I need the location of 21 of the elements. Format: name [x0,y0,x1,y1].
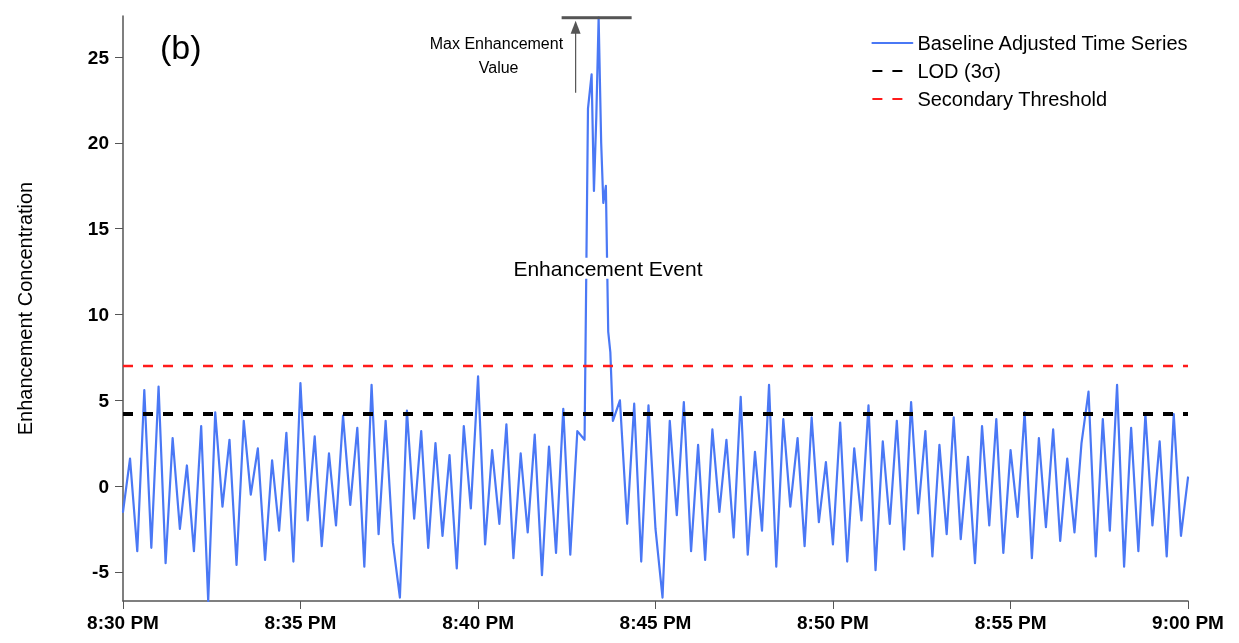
y-tick-label: 10 [87,304,109,325]
y-axis-title: Enhancement Concentration [14,181,36,436]
annotation: (b) [160,28,202,66]
y-tick-label: 20 [87,132,109,154]
x-tick-label: 8:35 PM [264,612,337,633]
annotation: Max Enhancement Value [429,35,568,77]
x-tick-label: 8:55 PM [974,612,1047,633]
y-tick-label: 15 [87,218,110,240]
y-tick-label: 5 [98,389,110,411]
x-tick-label: 8:50 PM [797,612,869,633]
legend-label: LOD (3σ) [917,60,1001,82]
y-tick-label: -5 [92,561,110,583]
y-tick-label: 25 [87,46,110,68]
x-tick-label: 9:00 PM [1152,612,1224,633]
x-tick-label: 8:30 PM [87,612,159,633]
x-tick-label: 8:40 PM [442,612,514,633]
legend-label: Secondary Threshold [917,88,1108,110]
legend-label: Baseline Adjusted Time Series [917,32,1188,54]
annotation: Enhancement Event [513,256,703,280]
y-tick-label: 0 [98,475,109,497]
x-tick-label: 8:45 PM [619,612,692,633]
